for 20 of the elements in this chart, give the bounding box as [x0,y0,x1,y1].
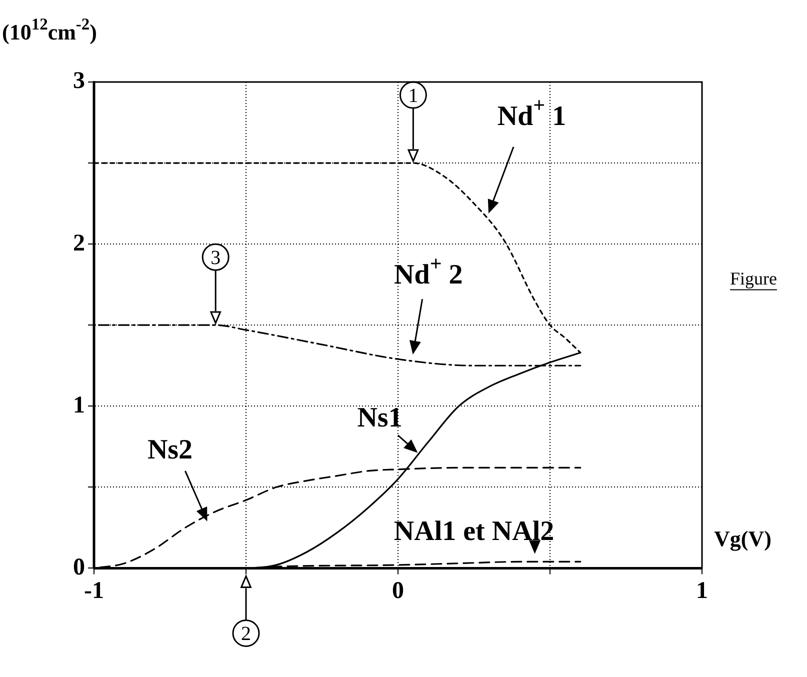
y-tick-label: 1 [73,392,85,418]
series-label: Ns2 [147,434,193,466]
series-label: Ns1 [357,402,402,434]
x-tick-label: 1 [696,578,708,604]
series-label: NAl1 et NAl2 [394,516,554,547]
text: Figure [730,268,778,288]
text: Nd+ 1 [497,92,566,132]
x-tick-label: 0 [392,578,404,604]
annotation: 3 [210,247,221,270]
y-tick-label: 0 [73,554,85,580]
annotation: 1 [408,85,418,108]
y-tick-label: 2 [73,230,85,256]
x-tick-label: -1 [84,578,104,604]
text: Nd+ 2 [394,252,463,291]
x-axis-title: Vg(V) [714,526,772,551]
y-tick-label: 3 [73,68,85,94]
numbered-circle: 1 [399,81,427,109]
annotation: 2 [241,623,251,646]
numbered-circle: 2 [232,619,260,647]
numbered-circle: 3 [202,243,230,271]
